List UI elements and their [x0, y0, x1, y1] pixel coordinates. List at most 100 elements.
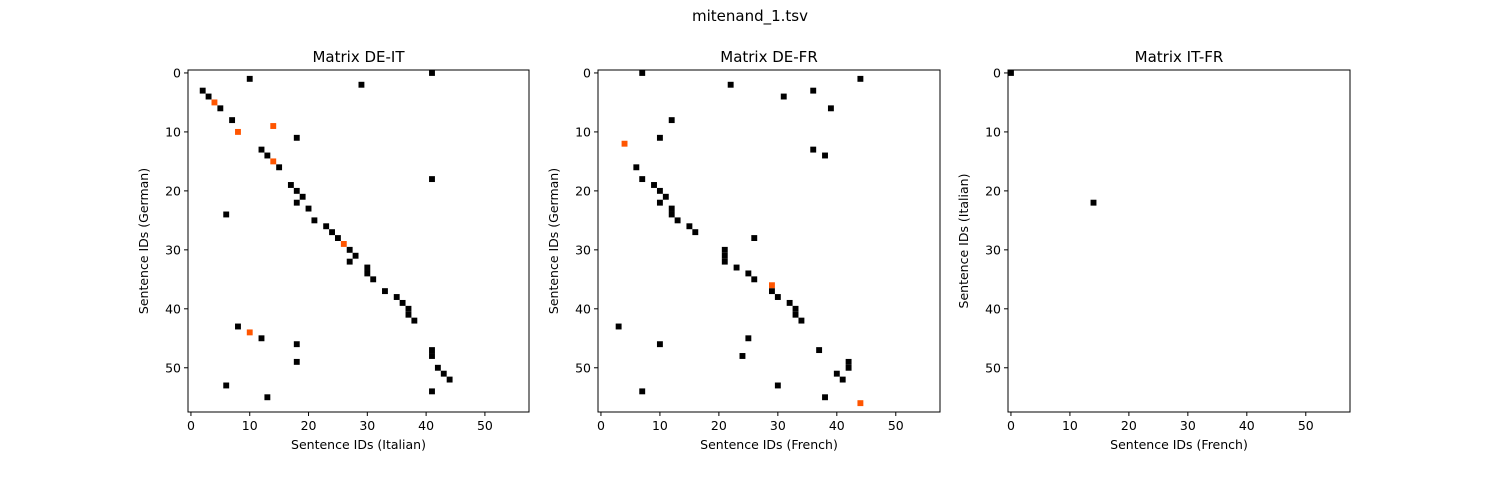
- matrix-cell-black: [411, 317, 418, 324]
- panel-3: Matrix IT-FR 0 10 20 30 40 50 0 10 20 30 40 50 Senten…: [956, 48, 1351, 452]
- x-tick-label: 50: [888, 418, 904, 433]
- matrix-cell-black: [822, 394, 828, 401]
- x-tick-label: 0: [1007, 418, 1015, 433]
- matrix-cell-black: [692, 229, 699, 236]
- matrix-cell-black: [668, 117, 675, 124]
- matrix-cell-black: [857, 75, 864, 82]
- x-tick-label: 20: [711, 418, 727, 433]
- panel-title: Matrix DE-FR: [720, 48, 818, 66]
- matrix-cell-orange: [270, 123, 277, 129]
- x-tick-label: 0: [187, 418, 195, 433]
- y-tick-label: 10: [985, 124, 1001, 139]
- y-tick-label: 30: [165, 242, 181, 257]
- matrix-cell-black: [810, 146, 817, 153]
- y-tick-label: 50: [165, 360, 181, 375]
- y-axis-label: Sentence IDs (Italian): [956, 174, 971, 309]
- matrix-cell-black: [223, 211, 230, 218]
- x-tick-label: 50: [1298, 418, 1314, 433]
- matrix-cell-orange: [211, 99, 218, 106]
- matrix-cell-black: [199, 87, 206, 94]
- matrix-cell-black: [1008, 70, 1014, 76]
- matrix-cell-black: [721, 246, 728, 253]
- x-tick-label: 30: [770, 418, 786, 433]
- matrix-cell-black: [323, 223, 330, 230]
- y-tick-label: 20: [985, 183, 1001, 198]
- matrix-cell-black: [429, 70, 435, 76]
- matrix-cell-black: [264, 394, 271, 401]
- matrix-cell-black: [656, 187, 663, 194]
- matrix-cell-black: [727, 81, 734, 88]
- matrix-cell-black: [246, 75, 253, 82]
- matrix-cell-black: [329, 229, 335, 236]
- x-tick-label: 20: [301, 418, 317, 433]
- x-tick-label: 40: [829, 418, 845, 433]
- figure-suptitle: mitenand_1.tsv: [692, 7, 808, 26]
- matrix-cell-black: [656, 341, 663, 348]
- x-tick-label: 40: [418, 418, 434, 433]
- matrix-cell-black: [293, 341, 300, 348]
- matrix-cell-black: [845, 358, 852, 365]
- matrix-cell-black: [751, 235, 758, 241]
- panel-2: Matrix DE-FR 0 10 20 30 40 50 0 10 20 30 40 50 Senten…: [546, 48, 941, 452]
- matrix-cell-black: [264, 152, 271, 159]
- panel-title: Matrix IT-FR: [1135, 48, 1224, 66]
- y-tick-label: 20: [165, 183, 181, 198]
- matrix-cell-black: [674, 217, 681, 224]
- matrix-cell-black: [334, 235, 341, 241]
- matrix-cell-black: [429, 347, 435, 354]
- panel-title: Matrix DE-IT: [312, 48, 405, 66]
- matrix-cell-black: [780, 93, 787, 100]
- matrix-cell-black: [792, 311, 799, 318]
- matrix-cell-black: [352, 252, 359, 259]
- matrix-cell-black: [739, 353, 746, 359]
- matrix-cell-orange: [246, 329, 253, 336]
- x-axis-label: Sentence IDs (Italian): [291, 437, 426, 452]
- x-tick-label: 30: [1180, 418, 1196, 433]
- matrix-cell-black: [798, 317, 805, 324]
- matrix-cell-black: [839, 376, 846, 383]
- x-tick-label: 30: [359, 418, 375, 433]
- matrix-cell-orange: [270, 158, 277, 165]
- y-tick-label: 40: [985, 301, 1001, 316]
- y-tick-label: 40: [165, 301, 181, 316]
- x-tick-label: 10: [652, 418, 668, 433]
- matrix-cell-black: [816, 347, 823, 354]
- matrix-cell-black: [276, 164, 283, 171]
- x-tick-label: 50: [477, 418, 493, 433]
- matrix-cell-orange: [235, 128, 241, 135]
- matrix-cell-black: [827, 105, 834, 112]
- matrix-cell-black: [346, 258, 353, 265]
- y-tick-label: 30: [575, 242, 591, 257]
- matrix-cell-black: [440, 370, 447, 377]
- matrix-cell-black: [217, 105, 224, 112]
- matrix-cell-black: [845, 364, 852, 371]
- matrix-cell-black: [721, 252, 728, 259]
- matrix-cell-black: [405, 311, 412, 318]
- matrix-cell-black: [792, 305, 799, 312]
- matrix-cell-black: [639, 388, 646, 395]
- y-tick-label: 0: [993, 65, 1001, 80]
- matrix-cell-black: [446, 376, 453, 383]
- matrix-cell-black: [405, 305, 412, 312]
- matrix-cell-black: [745, 335, 752, 342]
- matrix-cell-orange: [340, 241, 347, 247]
- matrix-cell-black: [429, 388, 435, 395]
- x-tick-label: 0: [597, 418, 605, 433]
- matrix-cell-black: [305, 205, 312, 212]
- matrix-cell-black: [358, 81, 365, 88]
- axes-frame: [597, 69, 941, 413]
- matrix-cell-black: [382, 288, 388, 295]
- axes-frame: [187, 69, 530, 413]
- matrix-cell-black: [235, 323, 241, 330]
- matrix-cell-black: [615, 323, 622, 330]
- matrix-cell-black: [299, 193, 306, 200]
- matrix-cell-black: [258, 146, 265, 153]
- matrix-cell-black: [686, 223, 693, 230]
- x-tick-label: 20: [1121, 418, 1137, 433]
- y-axis-label: Sentence IDs (German): [136, 168, 151, 314]
- matrix-cell-black: [429, 353, 435, 359]
- matrix-cell-black: [639, 176, 646, 183]
- matrix-cell-black: [668, 211, 675, 218]
- matrix-cell-black: [393, 294, 400, 300]
